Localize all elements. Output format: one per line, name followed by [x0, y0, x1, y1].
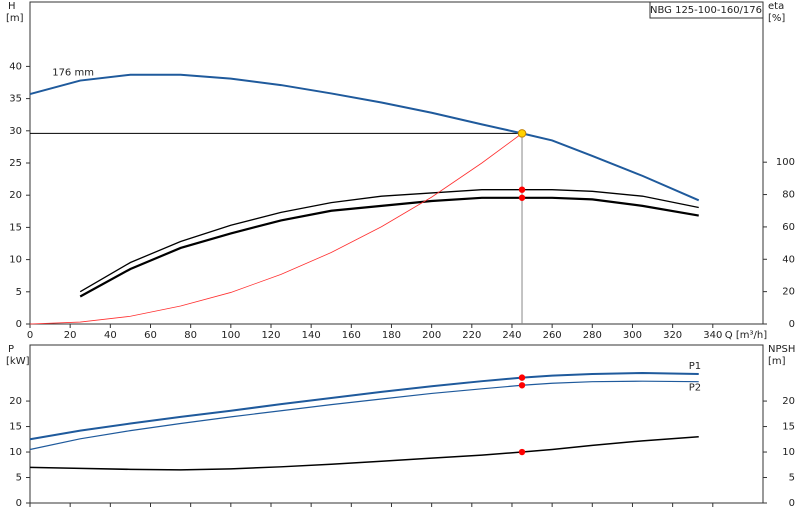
x-tick-label: 100	[221, 330, 240, 341]
x-tick-label: 160	[342, 330, 361, 341]
y-tick-label: 35	[9, 94, 22, 105]
title-box	[649, 1, 764, 19]
y2-tick-label: 60	[782, 222, 795, 233]
y2-tick-label: 10	[782, 447, 795, 458]
y-tick-label: 10	[9, 447, 22, 458]
y2-tick-label: 0	[789, 498, 795, 509]
y-axis-label: H	[8, 1, 16, 12]
y2-tick-label: 0	[789, 319, 795, 330]
chart-title: NBG 125-100-160/176	[650, 5, 762, 16]
x-tick-label: 80	[184, 330, 197, 341]
x-axis-label: Q [m³/h]	[725, 330, 767, 341]
x-tick-label: 340	[703, 330, 722, 341]
x-tick-label: 180	[382, 330, 401, 341]
y-axis-unit: [m]	[6, 13, 24, 24]
series-line	[29, 73, 700, 202]
y-tick-label: 40	[9, 61, 22, 72]
x-tick-label: 220	[462, 330, 481, 341]
series-line	[29, 372, 699, 441]
x-tick-label: 0	[27, 330, 33, 341]
y2-axis-unit: [%]	[768, 13, 785, 24]
series-line	[29, 133, 523, 325]
series-line	[79, 189, 699, 293]
y-tick-label: 25	[9, 158, 22, 169]
operating-point	[518, 374, 526, 381]
y-axis-unit: [kW]	[6, 356, 30, 367]
y-tick-label: 20	[9, 396, 22, 407]
x-tick-label: 260	[543, 330, 562, 341]
x-tick-label: 120	[261, 330, 280, 341]
y-tick-label: 0	[16, 498, 22, 509]
series-label: 176 mm	[52, 68, 94, 79]
y2-axis-label: eta	[768, 1, 784, 12]
x-tick-label: 40	[104, 330, 117, 341]
plot-frame	[29, 344, 764, 504]
y-tick-label: 10	[9, 255, 22, 266]
x-tick-label: 280	[583, 330, 602, 341]
y2-axis-label: NPSH	[768, 344, 795, 355]
y-axis-label: P	[8, 344, 14, 355]
y-tick-label: 0	[16, 319, 22, 330]
operating-point	[518, 194, 526, 201]
y-tick-label: 5	[16, 473, 22, 484]
plot-frame	[29, 1, 764, 325]
y-tick-label: 20	[9, 190, 22, 201]
x-tick-label: 300	[623, 330, 642, 341]
x-tick-label: 320	[663, 330, 682, 341]
x-tick-label: 140	[302, 330, 321, 341]
y-tick-label: 30	[9, 126, 22, 137]
x-tick-label: 20	[64, 330, 77, 341]
x-tick-label: 240	[502, 330, 521, 341]
operating-point	[518, 448, 526, 456]
series-line	[79, 196, 699, 298]
duty-point	[517, 129, 527, 138]
y-tick-label: 15	[9, 222, 22, 233]
operating-point	[518, 382, 526, 389]
y-tick-label: 15	[9, 422, 22, 433]
series-line	[29, 435, 699, 471]
y2-tick-label: 40	[782, 254, 795, 265]
x-tick-label: 200	[422, 330, 441, 341]
y-tick-label: 5	[16, 287, 22, 298]
series-label: P1	[689, 361, 701, 372]
y2-tick-label: 15	[782, 422, 795, 433]
y2-tick-label: 80	[782, 190, 795, 201]
series-line	[29, 380, 699, 451]
y2-tick-label: 20	[782, 396, 795, 407]
operating-point	[518, 186, 526, 193]
series-label: P2	[689, 383, 701, 394]
x-tick-label: 60	[144, 330, 157, 341]
y2-axis-unit: [m]	[768, 356, 786, 367]
y2-tick-label: 5	[789, 473, 795, 484]
y2-tick-label: 100	[776, 157, 795, 168]
y2-tick-label: 20	[782, 287, 795, 298]
